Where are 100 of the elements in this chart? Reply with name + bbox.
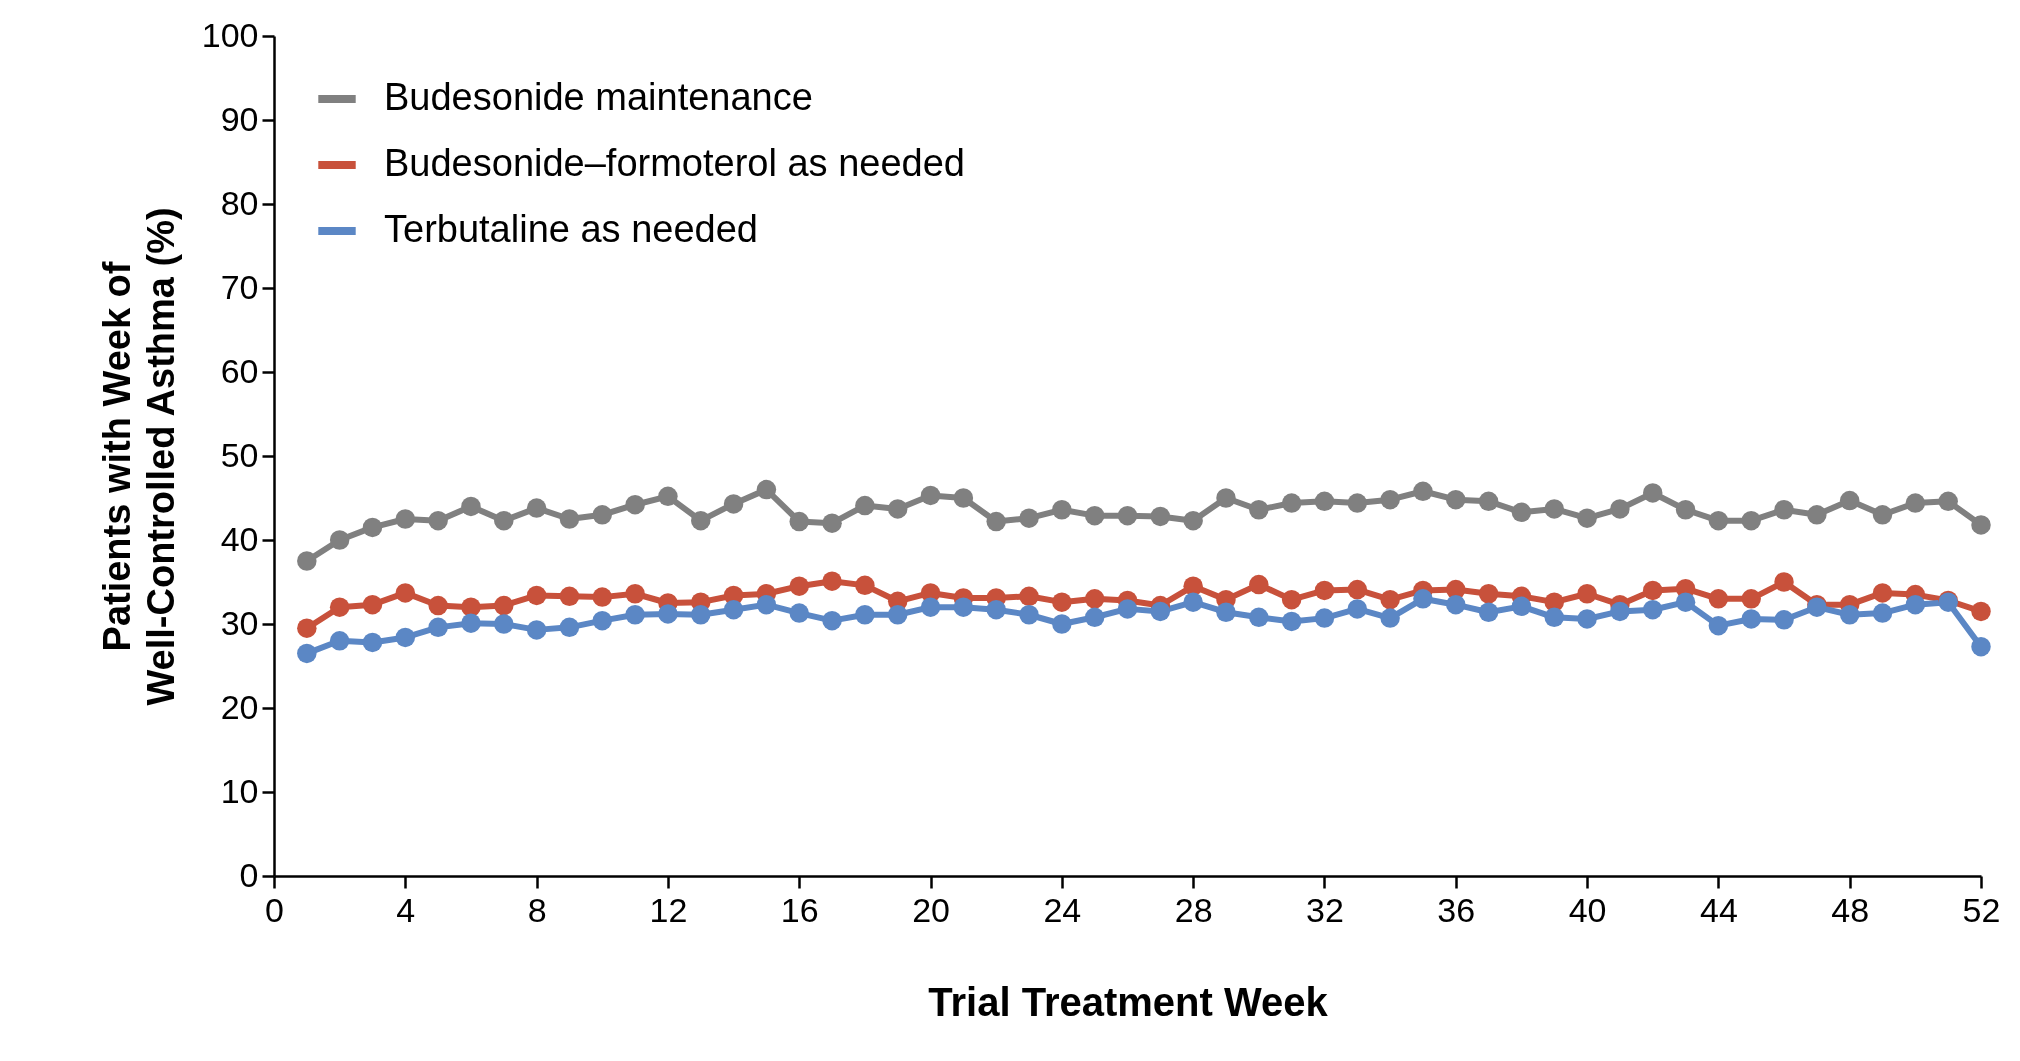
point	[297, 551, 317, 571]
point	[526, 585, 547, 606]
point	[1347, 493, 1368, 513]
y-tick-label: 100	[201, 15, 259, 54]
point	[1774, 500, 1794, 520]
point	[1019, 508, 1039, 528]
legend-label: Budesonide–formoterol as needed	[384, 142, 965, 184]
point	[1971, 515, 1991, 535]
point	[494, 510, 514, 531]
point	[1478, 491, 1499, 512]
point	[1347, 599, 1368, 619]
point	[1117, 599, 1138, 619]
x-tick-label: 40	[1568, 890, 1607, 929]
x-tick-label: 4	[396, 890, 416, 929]
point	[1314, 580, 1335, 601]
point	[1019, 586, 1039, 607]
point	[1938, 491, 1958, 512]
point	[723, 494, 744, 514]
point	[1577, 508, 1597, 528]
point	[691, 510, 711, 531]
point	[789, 603, 809, 623]
point	[1478, 584, 1499, 604]
point	[428, 595, 448, 616]
point	[1675, 592, 1696, 612]
x-tick-label: 32	[1306, 890, 1344, 929]
point	[1347, 579, 1368, 600]
point	[1314, 608, 1335, 628]
point	[362, 517, 383, 538]
point	[1642, 483, 1663, 503]
point	[1642, 599, 1663, 620]
point	[1872, 505, 1893, 525]
point	[789, 576, 809, 596]
point	[1019, 605, 1039, 625]
y-tick-label: 60	[220, 351, 259, 390]
point	[1314, 491, 1335, 512]
point	[822, 610, 842, 631]
point	[592, 505, 613, 525]
point	[1084, 607, 1105, 628]
point	[986, 511, 1006, 532]
point	[329, 530, 350, 550]
point	[1610, 499, 1630, 519]
x-tick-label: 8	[527, 890, 547, 929]
point	[297, 643, 317, 664]
point	[756, 479, 777, 500]
point	[855, 605, 875, 625]
point	[1544, 499, 1564, 519]
point	[1249, 574, 1269, 595]
point	[625, 605, 645, 625]
point	[1216, 488, 1236, 508]
point	[1872, 603, 1893, 623]
point	[756, 594, 777, 615]
x-tick-label: 24	[1043, 890, 1082, 929]
point	[297, 618, 317, 638]
point	[494, 595, 514, 616]
point	[822, 571, 842, 591]
point	[887, 499, 908, 519]
y-tick-label: 50	[220, 435, 259, 474]
point	[855, 495, 875, 516]
y-tick-label: 10	[220, 771, 259, 810]
point	[625, 584, 645, 604]
point	[723, 599, 744, 620]
point	[1183, 510, 1203, 531]
point	[559, 617, 580, 638]
point	[1708, 510, 1729, 531]
point	[559, 586, 580, 607]
point	[1084, 589, 1105, 609]
point	[395, 627, 416, 648]
point	[1971, 636, 1991, 657]
x-tick-label: 16	[780, 890, 819, 929]
point	[1774, 572, 1794, 592]
point	[1249, 607, 1269, 628]
point	[329, 631, 350, 651]
point	[428, 510, 448, 531]
legend-label: Budesonide maintenance	[384, 76, 813, 118]
point	[953, 597, 974, 617]
point	[428, 617, 448, 638]
legend-label: Terbutaline as needed	[384, 208, 758, 250]
point	[625, 494, 645, 515]
point	[526, 498, 547, 518]
x-tick-label: 12	[649, 890, 688, 929]
point	[1413, 589, 1433, 609]
point	[1380, 589, 1400, 610]
point	[1249, 500, 1269, 520]
x-tick-label: 36	[1437, 890, 1476, 929]
y-tick-label: 0	[239, 855, 259, 894]
y-tick-label: 80	[220, 183, 259, 222]
point	[691, 605, 711, 625]
x-axis-title: Trial Treatment Week	[928, 979, 1329, 1024]
x-tick-label: 52	[1962, 890, 2001, 929]
point	[1052, 614, 1072, 634]
point	[592, 587, 613, 607]
point	[1478, 602, 1499, 622]
point	[1117, 505, 1138, 526]
point	[658, 604, 678, 624]
point	[1708, 615, 1729, 636]
point	[1905, 594, 1926, 615]
point	[1511, 502, 1532, 523]
point	[1839, 605, 1860, 625]
point	[1413, 481, 1433, 502]
point	[1183, 592, 1203, 612]
